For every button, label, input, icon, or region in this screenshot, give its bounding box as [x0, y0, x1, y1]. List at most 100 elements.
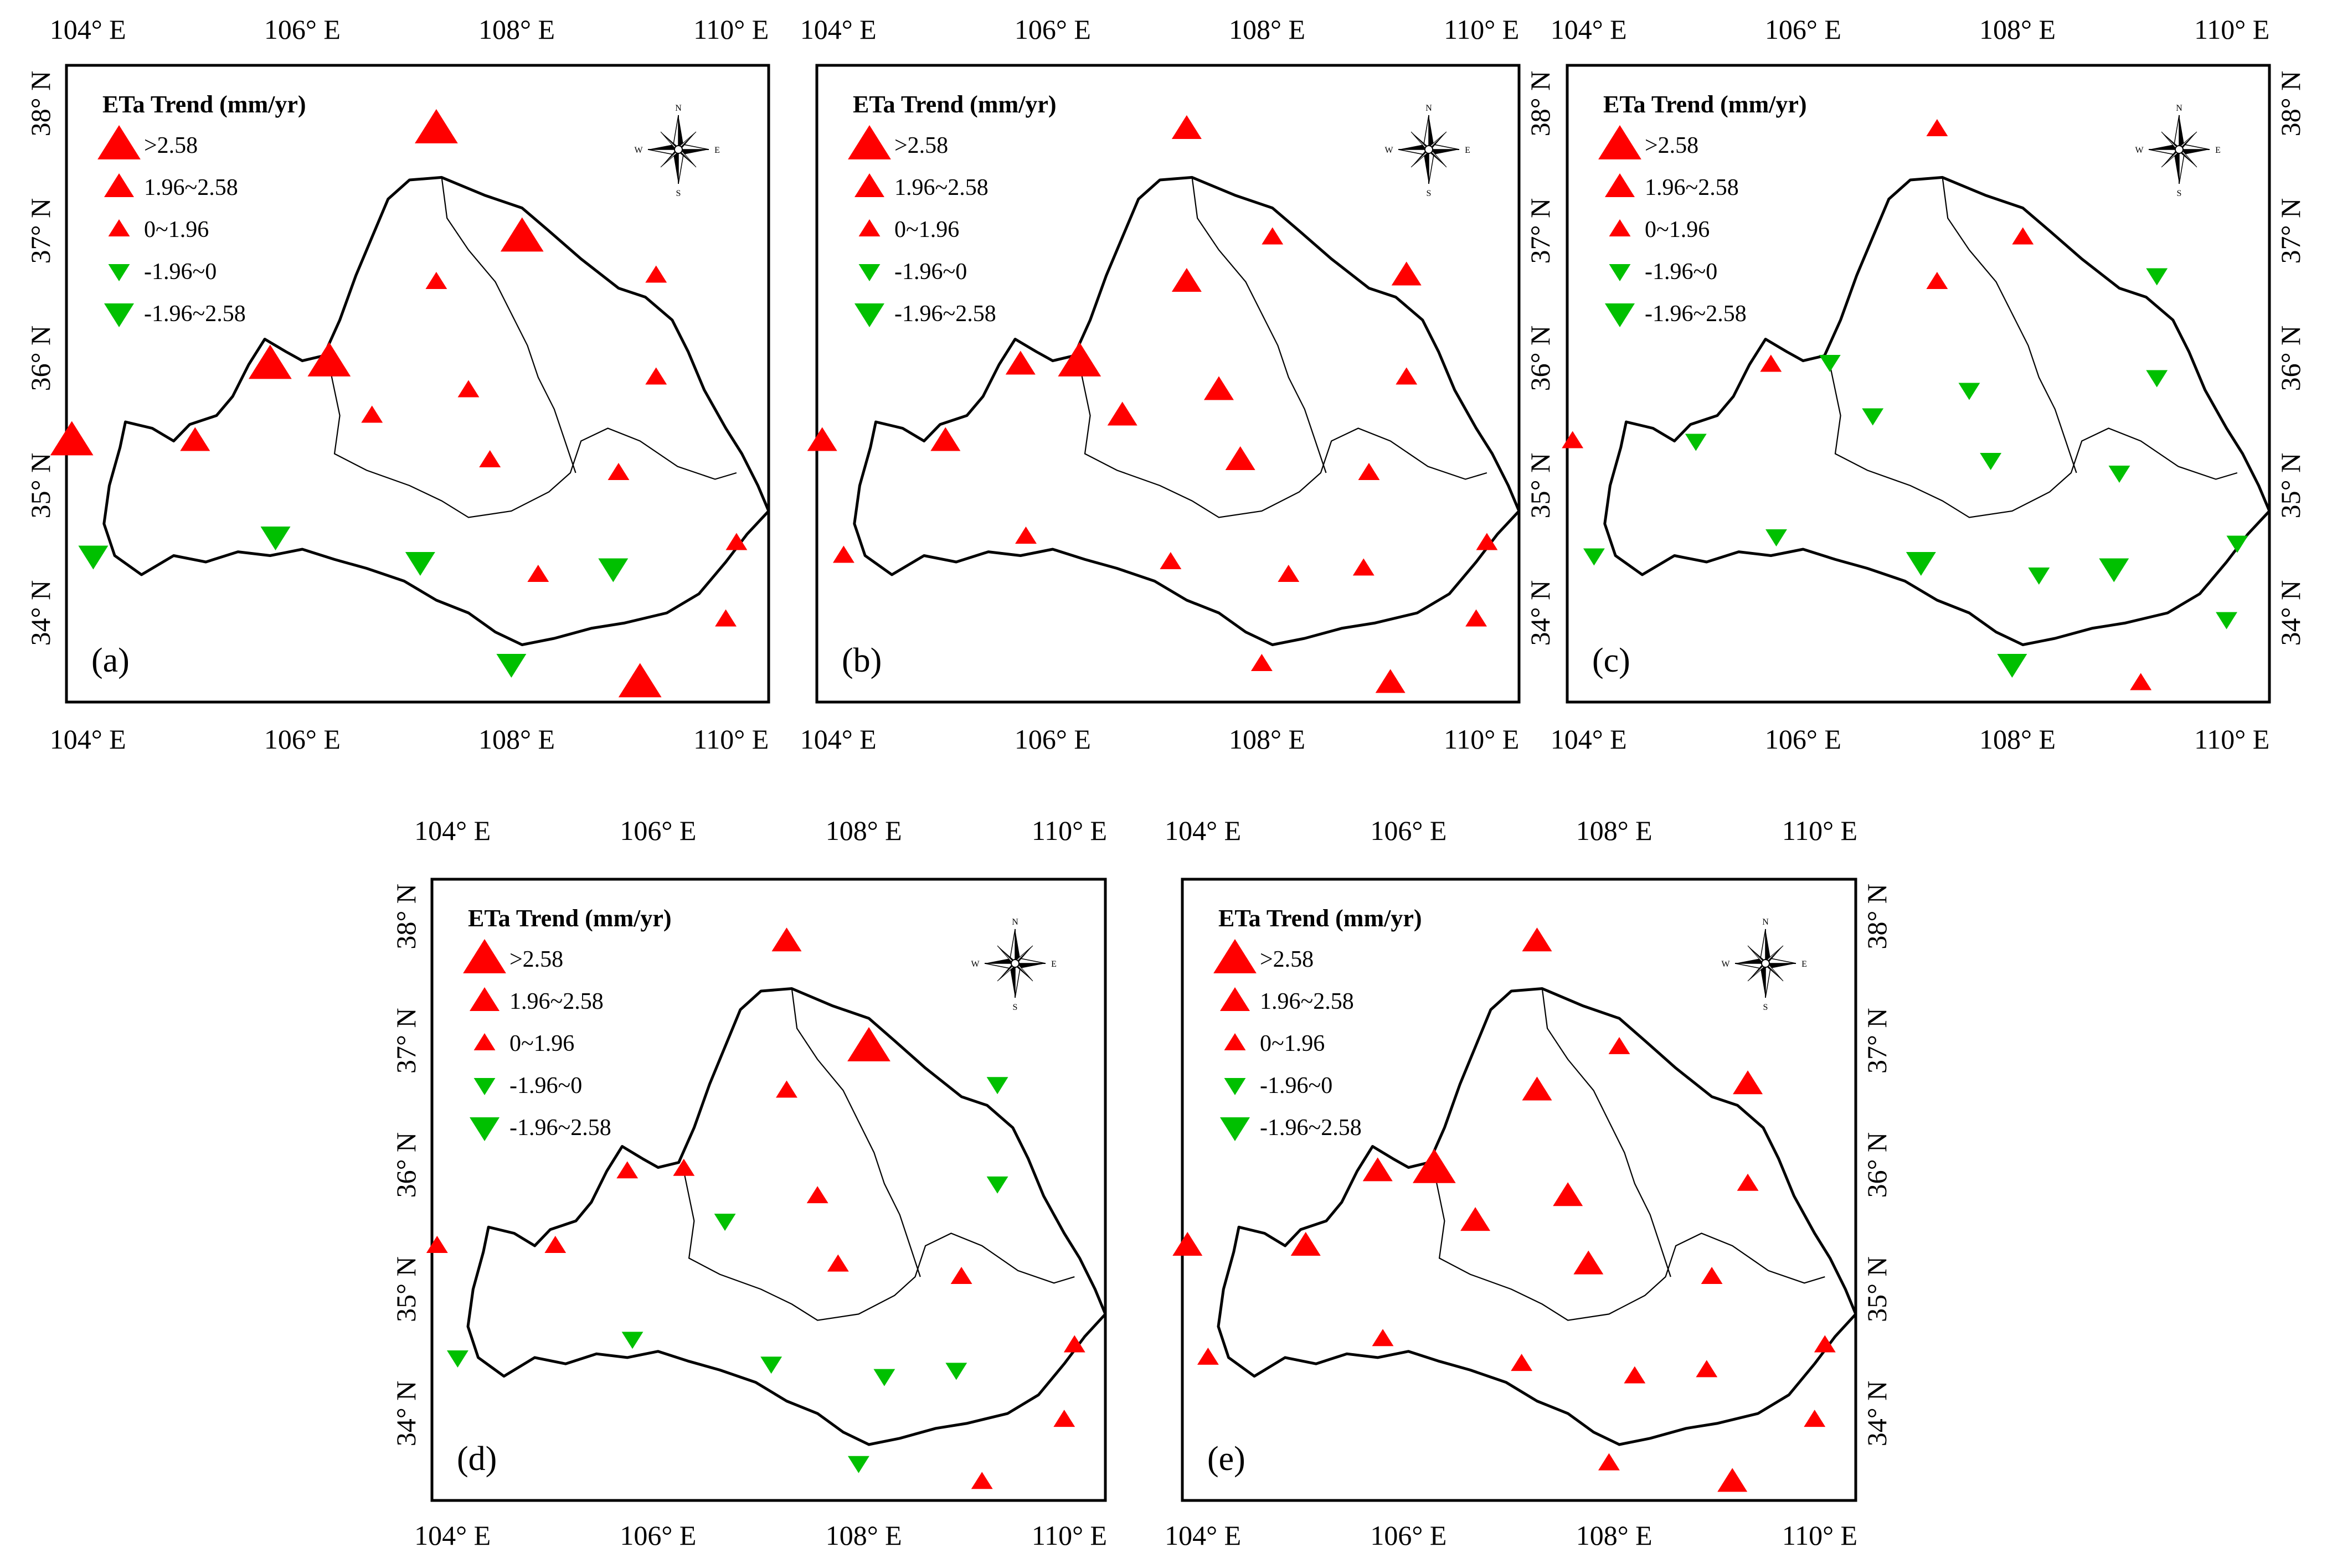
- station-marker: [78, 545, 109, 570]
- compass-east: E: [1051, 960, 1057, 969]
- compass-north: N: [1012, 917, 1018, 927]
- compass-west: W: [971, 960, 980, 969]
- legend: ETa Trend (mm/yr) >2.58 1.96~2.58 0~1.96 -1.…: [848, 91, 1057, 327]
- station-marker: [776, 1080, 797, 1098]
- legend-symbol: [473, 1033, 496, 1050]
- legend-symbol: [1213, 939, 1257, 973]
- station-marker: [971, 1472, 993, 1489]
- station-marker: [807, 427, 837, 451]
- station-marker: [527, 565, 549, 582]
- legend-title: ETa Trend (mm/yr): [1603, 91, 1807, 118]
- legend-title: ETa Trend (mm/yr): [102, 91, 306, 118]
- station-marker: [771, 927, 802, 952]
- legend-label: >2.58: [144, 133, 198, 158]
- legend: ETa Trend (mm/yr) >2.58 1.96~2.58 0~1.96 -1.…: [463, 905, 672, 1141]
- station-marker: [1696, 1360, 1718, 1378]
- station-marker: [832, 545, 854, 563]
- lat-tick-label: 38° N: [2275, 71, 2306, 137]
- station-marker: [1005, 350, 1036, 375]
- legend-symbol: [1220, 987, 1250, 1011]
- compass-west: W: [1384, 146, 1393, 155]
- lon-tick-label-top: 104° E: [50, 14, 126, 45]
- legend-symbol: [1220, 1117, 1250, 1141]
- compass-east: E: [714, 146, 720, 155]
- station-marker: [50, 421, 94, 456]
- station-marker: [2216, 612, 2238, 630]
- legend-label: 1.96~2.58: [509, 989, 604, 1014]
- station-marker: [1460, 1207, 1491, 1231]
- legend-label: -1.96~0: [1645, 259, 1717, 285]
- subbasin-boundary: [1541, 988, 1671, 1277]
- station-marker: [1819, 354, 1841, 372]
- lon-tick-label-bottom: 108° E: [1576, 1520, 1653, 1551]
- lon-tick-label-top: 110° E: [1782, 815, 1857, 846]
- lat-tick-label: 35° N: [1861, 1256, 1892, 1322]
- legend-symbol: [463, 939, 506, 973]
- station-marker: [1412, 1148, 1456, 1183]
- station-marker: [1685, 434, 1707, 451]
- legend-symbol: [848, 125, 891, 159]
- lat-tick-label: 37° N: [2275, 198, 2306, 264]
- legend-label: -1.96~0: [509, 1073, 582, 1098]
- station-marker: [1737, 1173, 1759, 1191]
- station-marker: [847, 1027, 890, 1061]
- lon-tick-label-top: 110° E: [1444, 14, 1519, 45]
- compass-south: S: [1763, 1003, 1768, 1012]
- lon-tick-label-bottom: 110° E: [1782, 1520, 1857, 1551]
- station-marker: [1058, 342, 1101, 376]
- legend-symbol: [473, 1078, 496, 1095]
- station-marker: [945, 1363, 967, 1380]
- compass-north: N: [2176, 104, 2182, 113]
- station-marker: [1396, 367, 1418, 385]
- station-marker: [950, 1267, 972, 1285]
- station-marker: [1717, 1468, 1748, 1492]
- map-panel-a: 104° E 104° E 106° E 106° E 108° E 108° E 110°…: [25, 14, 770, 755]
- station-marker: [2108, 466, 2130, 483]
- station-marker: [2130, 673, 2152, 690]
- legend-label: -1.96~2.58: [1645, 301, 1747, 327]
- station-marker: [1063, 1335, 1085, 1353]
- legend-symbol: [1605, 173, 1635, 197]
- station-marker: [1765, 529, 1787, 546]
- station-marker: [714, 1214, 736, 1231]
- compass-east: E: [1465, 146, 1470, 155]
- legend-label: 0~1.96: [894, 217, 959, 243]
- station-marker: [1624, 1366, 1646, 1384]
- station-marker: [1262, 227, 1284, 245]
- basin-boundary: [1217, 987, 1857, 1446]
- compass-rose-icon: N S E W: [2135, 104, 2220, 198]
- legend-symbol: [108, 264, 130, 281]
- lon-tick-label-top: 108° E: [1229, 14, 1305, 45]
- station-marker: [1562, 431, 1584, 448]
- subbasin-boundary: [328, 364, 737, 518]
- lat-tick-label: 34° N: [25, 580, 56, 646]
- station-marker: [180, 427, 210, 451]
- station-marker: [307, 342, 351, 376]
- lon-tick-label-top: 104° E: [1165, 815, 1241, 846]
- station-marker: [715, 609, 737, 627]
- station-marker: [361, 405, 383, 423]
- station-marker: [426, 1235, 448, 1253]
- legend-label: -1.96~0: [144, 259, 217, 285]
- legend-label: >2.58: [509, 947, 563, 972]
- legend-symbol: [470, 987, 500, 1011]
- station-marker: [1203, 376, 1234, 400]
- lon-tick-label-bottom: 110° E: [1444, 724, 1519, 755]
- basin-boundary: [853, 176, 1521, 646]
- station-marker: [645, 367, 667, 385]
- lat-tick-label: 36° N: [1861, 1132, 1892, 1198]
- compass-west: W: [1721, 960, 1730, 969]
- legend-label: >2.58: [1260, 947, 1314, 972]
- station-marker: [827, 1254, 849, 1272]
- station-marker: [1476, 533, 1498, 550]
- legend-symbol: [854, 173, 884, 197]
- station-marker: [2226, 535, 2248, 553]
- lon-tick-label-bottom: 108° E: [826, 1520, 902, 1551]
- lat-tick-label: 35° N: [1525, 453, 1556, 519]
- lon-tick-label-bottom: 106° E: [620, 1520, 696, 1551]
- lon-tick-label-top: 104° E: [800, 14, 877, 45]
- lon-tick-label-top: 104° E: [414, 815, 491, 846]
- station-marker: [1375, 669, 1406, 693]
- station-marker: [1290, 1231, 1321, 1256]
- compass-east: E: [1801, 960, 1807, 969]
